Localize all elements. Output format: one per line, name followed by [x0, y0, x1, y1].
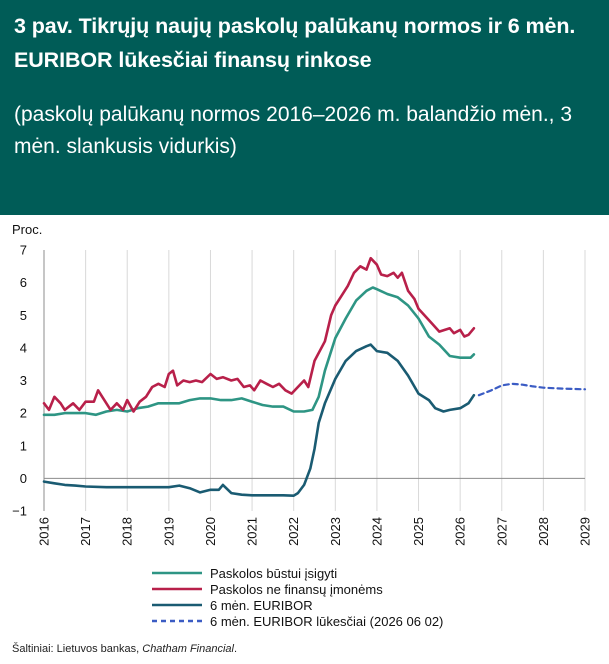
y-tick-label: 1	[20, 438, 27, 453]
y-tick-label: 5	[20, 308, 27, 323]
source-note: Šaltiniai: Lietuvos bankas, Chatham Fina…	[12, 643, 237, 655]
legend-label: 6 mėn. EURIBOR	[210, 597, 313, 613]
x-tick-label: 2025	[411, 517, 426, 546]
grid-lines	[43, 250, 586, 511]
legend-label: Paskolos būstui įsigyti	[210, 565, 338, 581]
x-tick-label: 2023	[328, 517, 343, 546]
x-tick-label: 2021	[245, 517, 260, 546]
legend-swatch	[152, 571, 202, 575]
x-tick-label: 2029	[578, 517, 593, 546]
series-line	[42, 286, 476, 417]
x-tick-label: 2026	[453, 517, 468, 546]
legend-swatch	[152, 603, 202, 607]
legend-swatch	[152, 587, 202, 591]
line-chart: 2016 2017 2018 2019 2020 2021 2022 2023 2024 2025…	[12, 222, 593, 546]
series-line	[42, 256, 476, 413]
y-tick-label: 2	[20, 406, 27, 421]
source-emphasis: Chatham Financial	[142, 643, 234, 655]
source-suffix: .	[233, 643, 238, 655]
series-lines	[42, 256, 587, 497]
chart-legend: Paskolos būstui įsigyti Paskolos ne finan…	[152, 565, 443, 629]
x-tick-label: 2022	[286, 517, 301, 546]
legend-entry: 6 mėn. EURIBOR	[152, 597, 443, 613]
legend-entry: 6 mėn. EURIBOR lūkesčiai (2026 06 02)	[152, 613, 443, 629]
legend-label: 6 mėn. EURIBOR lūkesčiai (2026 06 02)	[210, 613, 444, 629]
y-tick-label: 0	[20, 471, 27, 486]
chart-header: 3 pav. Tikrųjų naujų paskolų palūkanų no…	[0, 0, 609, 215]
legend-label: Paskolos ne finansų įmonėms	[210, 581, 383, 597]
x-tick-label: 2024	[369, 517, 384, 546]
y-tick-label: 3	[20, 373, 27, 388]
series-line	[477, 382, 587, 397]
x-tick-label: 2018	[120, 517, 135, 546]
source-prefix: Šaltiniai: Lietuvos bankas,	[12, 643, 143, 655]
y-tick-label: 4	[20, 340, 27, 355]
x-tick-label: 2020	[203, 517, 218, 546]
y-axis-label: Proc.	[12, 222, 42, 237]
y-tick-label: 6	[20, 275, 27, 290]
chart-title: 3 pav. Tikrųjų naujų paskolų palūkanų no…	[14, 14, 576, 72]
x-tick-label: 2016	[37, 517, 52, 546]
legend-entry: Paskolos ne finansų įmonėms	[152, 581, 443, 597]
legend-swatch	[152, 619, 202, 623]
y-tick-label: −1	[12, 504, 27, 519]
x-tick-label: 2027	[494, 517, 509, 546]
series-line	[42, 343, 476, 497]
axes: 2016 2017 2018 2019 2020 2021 2022 2023 2024 2025…	[12, 243, 592, 546]
x-tick-label: 2019	[161, 517, 176, 546]
chart-subtitle: (paskolų palūkanų normos 2016–2026 m. ba…	[14, 103, 573, 158]
x-tick-label: 2017	[78, 517, 93, 546]
y-tick-label: 7	[20, 243, 27, 258]
x-tick-label: 2028	[536, 517, 551, 546]
legend-entry: Paskolos būstui įsigyti	[152, 565, 443, 581]
